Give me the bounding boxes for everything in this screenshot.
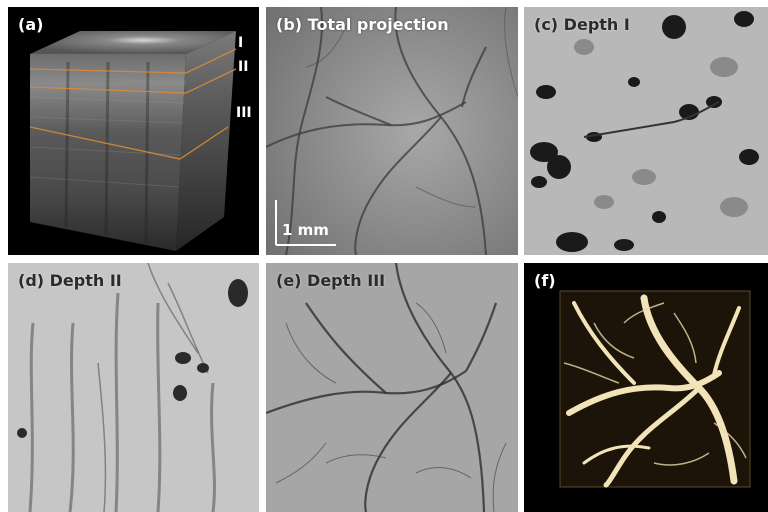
oct-volume-cube xyxy=(29,31,237,251)
depth-marker-I: I xyxy=(238,35,244,51)
panel-c-label: (c) Depth I xyxy=(534,15,630,34)
projection-image xyxy=(266,7,518,255)
depth-I-image xyxy=(524,7,768,255)
panel-b-total-projection: 1 mm (b) Total projection xyxy=(266,7,518,255)
depth-III-image xyxy=(266,263,518,512)
depth-II-image xyxy=(8,263,259,512)
depth-marker-III: III xyxy=(236,105,252,121)
panel-b-label: (b) Total projection xyxy=(276,15,449,34)
vessel-render-image xyxy=(524,263,768,512)
panel-d-depth-II: (d) Depth II xyxy=(8,263,259,512)
panel-d-label: (d) Depth II xyxy=(18,271,122,290)
panel-f-vessel-render: (f) xyxy=(524,263,768,512)
panel-e-depth-III: (e) Depth III xyxy=(266,263,518,512)
scale-bar xyxy=(275,200,336,246)
panel-c-depth-I: (c) Depth I xyxy=(524,7,768,255)
panel-a-label: (a) xyxy=(18,15,44,34)
scale-bar-label: 1 mm xyxy=(282,221,329,239)
panel-a-3d-volume: I II III (a) xyxy=(8,7,259,255)
depth-marker-II: II xyxy=(238,59,249,75)
panel-f-label: (f) xyxy=(534,271,556,290)
panel-e-label: (e) Depth III xyxy=(276,271,386,290)
